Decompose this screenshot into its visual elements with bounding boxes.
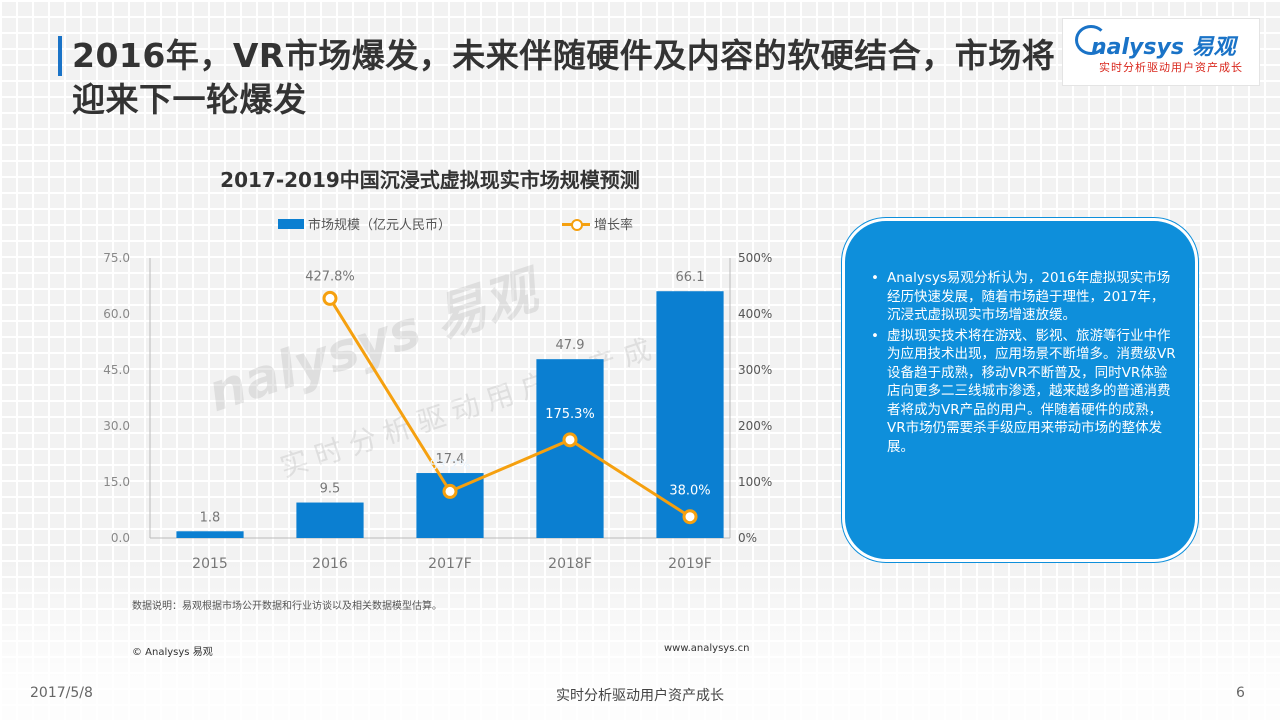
bar-data-label: 17.4 <box>436 452 465 467</box>
growth-rate-data-label: 83.2% <box>429 458 470 473</box>
logo-tagline: 实时分析驱动用户资产成长 <box>1099 61 1243 74</box>
y-left-tick-label: 75.0 <box>103 251 130 265</box>
footer-date: 2017/5/8 <box>30 685 93 701</box>
y-left-tick-label: 15.0 <box>103 475 130 489</box>
growth-rate-point <box>562 432 578 448</box>
bar <box>656 291 724 538</box>
insight-item: 虚拟现实技术将在游戏、影视、旅游等行业中作为应用技术出现，应用场景不断增多。消费… <box>869 327 1177 457</box>
market-size-chart: 0.0 15.0 30.0 45.0 60.0 75.0 0% 100% 200% 300% 400… <box>103 251 772 572</box>
copyright-text: © Analysys 易观 <box>132 647 213 658</box>
website-link[interactable]: www.analysys.cn <box>664 643 750 654</box>
growth-rate-line <box>328 297 691 518</box>
bar-data-label: 9.5 <box>320 482 341 497</box>
y-right-tick-label: 500% <box>738 251 772 265</box>
y-right-tick-label: 400% <box>738 307 772 321</box>
bar <box>296 502 364 538</box>
logo-brand: nalysys 易观 <box>1091 35 1236 60</box>
insight-list: Analysys易观分析认为，2016年虚拟现实市场经历快速发展，随着市场趋于理… <box>869 269 1177 458</box>
y-right-tick-label: 300% <box>738 363 772 377</box>
bar-data-label: 47.9 <box>556 338 585 353</box>
y-right-tick-label: 0% <box>738 531 757 545</box>
bar-data-label: 66.1 <box>676 270 705 285</box>
title-accent-bar <box>58 36 62 76</box>
x-tick-label: 2015 <box>192 556 228 572</box>
growth-rate-point <box>682 509 698 525</box>
bar-data-label: 1.8 <box>200 510 221 525</box>
data-note: 数据说明：易观根据市场公开数据和行业访谈以及相关数据模型估算。 <box>132 601 442 612</box>
x-tick-label: 2017F <box>428 556 472 572</box>
analysys-logo: nalysys 易观 实时分析驱动用户资产成长 <box>1062 18 1260 86</box>
page-number: 6 <box>1236 685 1245 701</box>
growth-rate-data-label: 38.0% <box>669 484 710 499</box>
growth-rate-data-label: 175.3% <box>545 407 595 422</box>
legend-line-swatch <box>562 218 590 231</box>
bar <box>176 531 244 538</box>
legend-bar-swatch <box>278 218 304 229</box>
legend-item-market-size: 市场规模（亿元人民币） <box>278 214 451 233</box>
chart-title: 2017-2019中国沉浸式虚拟现实市场规模预测 <box>220 168 640 192</box>
growth-rate-data-label: 427.8% <box>305 269 355 284</box>
insight-panel: Analysys易观分析认为，2016年虚拟现实市场经历快速发展，随着市场趋于理… <box>842 218 1198 562</box>
legend-item-growth-rate: 增长率 <box>562 214 633 233</box>
y-left-tick-label: 45.0 <box>103 363 130 377</box>
footer-tagline: 实时分析驱动用户资产成长 <box>556 688 724 704</box>
growth-rate-point <box>322 290 338 306</box>
logo-a-icon <box>1075 25 1107 55</box>
insight-item: Analysys易观分析认为，2016年虚拟现实市场经历快速发展，随着市场趋于理… <box>869 269 1177 325</box>
x-tick-label: 2016 <box>312 556 348 572</box>
legend-label-growth-rate: 增长率 <box>594 218 634 233</box>
slide-title: 2016年，VR市场爆发，未来伴随硬件及内容的软硬结合，市场将迎来下一轮爆发 <box>72 36 1056 119</box>
y-right-tick-label: 200% <box>738 419 772 433</box>
x-tick-label: 2019F <box>668 556 712 572</box>
y-left-tick-label: 30.0 <box>103 419 130 433</box>
legend-label-market-size: 市场规模（亿元人民币） <box>308 218 452 233</box>
x-tick-label: 2018F <box>548 556 592 572</box>
y-left-tick-label: 0.0 <box>111 531 130 545</box>
bar <box>416 473 484 538</box>
y-left-tick-label: 60.0 <box>103 307 130 321</box>
y-right-tick-label: 100% <box>738 475 772 489</box>
growth-rate-point <box>442 483 458 499</box>
